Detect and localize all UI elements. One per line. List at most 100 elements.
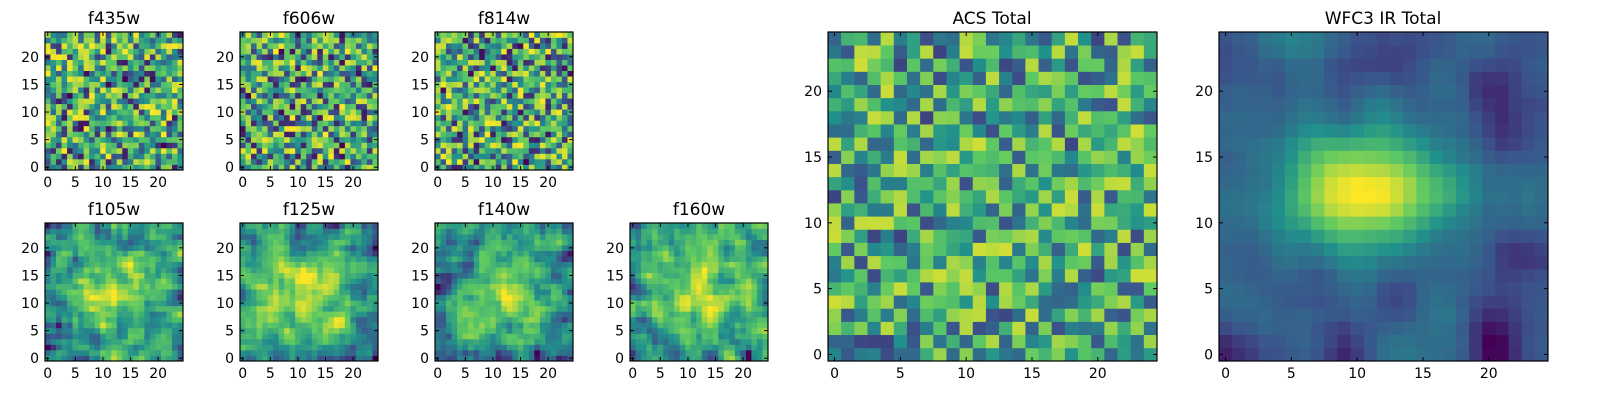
heatmap-cell bbox=[745, 256, 752, 262]
heatmap-cell bbox=[484, 120, 491, 127]
heatmap-cell bbox=[506, 65, 513, 71]
heatmap-cell bbox=[366, 322, 373, 329]
heatmap-cell bbox=[457, 311, 463, 318]
heatmap-cell bbox=[512, 81, 519, 88]
heatmap-cell bbox=[674, 333, 681, 340]
heatmap-cell bbox=[685, 250, 692, 257]
heatmap-cell bbox=[528, 272, 535, 279]
heatmap-cell bbox=[674, 294, 681, 301]
heatmap-cell bbox=[556, 70, 563, 77]
heatmap-cell bbox=[251, 311, 257, 318]
heatmap-cell bbox=[484, 239, 491, 246]
heatmap-cell bbox=[278, 316, 285, 323]
heatmap-cell bbox=[144, 109, 151, 116]
heatmap-cell bbox=[289, 92, 296, 99]
heatmap-cell bbox=[72, 239, 79, 246]
heatmap-cell bbox=[127, 322, 134, 329]
heatmap-cell bbox=[473, 305, 480, 312]
heatmap-cell bbox=[512, 228, 519, 235]
heatmap-cell bbox=[366, 261, 373, 268]
heatmap-cell bbox=[166, 267, 173, 274]
heatmap-cell bbox=[506, 153, 513, 160]
heatmap-cell bbox=[690, 267, 697, 274]
heatmap-cell bbox=[539, 294, 546, 301]
heatmap-cell bbox=[133, 267, 140, 274]
heatmap-cell bbox=[828, 203, 842, 217]
heatmap-cell bbox=[78, 327, 84, 334]
heatmap-cell bbox=[122, 305, 129, 312]
heatmap-cell bbox=[300, 164, 307, 171]
heatmap-cell bbox=[528, 87, 535, 94]
heatmap-cell bbox=[440, 70, 447, 77]
heatmap-cell bbox=[512, 294, 519, 301]
heatmap-cell bbox=[457, 239, 463, 246]
heatmap-cell bbox=[490, 158, 497, 165]
heatmap-cell bbox=[317, 305, 324, 312]
heatmap-cell bbox=[545, 114, 552, 121]
heatmap-cell bbox=[366, 311, 373, 318]
heatmap-cell bbox=[100, 125, 107, 132]
heatmap-cell bbox=[567, 250, 574, 257]
heatmap-cell bbox=[339, 300, 346, 307]
heatmap-cell bbox=[473, 278, 480, 285]
heatmap-cell bbox=[440, 81, 447, 88]
heatmap-cell bbox=[89, 43, 96, 49]
heatmap-cell bbox=[440, 272, 447, 279]
heatmap-cell bbox=[674, 322, 681, 329]
heatmap-cell bbox=[127, 278, 134, 285]
heatmap-cell bbox=[355, 322, 362, 329]
heatmap-cell bbox=[322, 289, 329, 296]
heatmap-cell bbox=[920, 163, 934, 178]
heatmap-cell bbox=[317, 300, 324, 307]
heatmap-cell bbox=[262, 164, 268, 171]
heatmap-cell bbox=[440, 153, 447, 160]
heatmap-cell bbox=[350, 142, 357, 149]
heatmap-cell bbox=[528, 327, 535, 334]
heatmap-cell bbox=[50, 92, 57, 99]
heatmap-cell bbox=[718, 234, 725, 240]
heatmap-cell bbox=[668, 300, 675, 307]
heatmap-cell bbox=[267, 48, 274, 55]
heatmap-cell bbox=[94, 125, 101, 132]
heatmap-cell bbox=[933, 242, 947, 257]
heatmap-cell bbox=[333, 294, 340, 301]
heatmap-cell bbox=[306, 158, 313, 165]
heatmap-cell bbox=[306, 131, 313, 138]
heatmap-cell bbox=[473, 142, 480, 149]
heatmap-cell bbox=[289, 43, 296, 49]
heatmap-cell bbox=[366, 333, 373, 340]
heatmap-cell bbox=[317, 142, 324, 149]
heatmap-cell bbox=[256, 136, 263, 143]
heatmap-cell bbox=[339, 322, 346, 329]
heatmap-cell bbox=[127, 92, 134, 99]
heatmap-cell bbox=[56, 103, 62, 110]
heatmap-cell bbox=[512, 234, 519, 240]
heatmap-cell bbox=[495, 65, 502, 71]
heatmap-cell bbox=[177, 98, 184, 105]
heatmap-cell bbox=[56, 338, 62, 345]
heatmap-cell bbox=[523, 261, 530, 268]
heatmap-cell bbox=[278, 59, 285, 66]
heatmap-cell bbox=[311, 228, 318, 235]
heatmap-cell bbox=[484, 76, 491, 83]
heatmap-cell bbox=[171, 103, 178, 110]
heatmap-cell bbox=[534, 70, 541, 77]
heatmap-cell bbox=[311, 300, 318, 307]
heatmap-cell bbox=[550, 327, 557, 334]
heatmap-cell bbox=[734, 234, 741, 240]
heatmap-cell bbox=[78, 92, 84, 99]
heatmap-cell bbox=[361, 250, 368, 257]
heatmap-cell bbox=[240, 92, 246, 99]
heatmap-cell bbox=[45, 239, 51, 246]
heatmap-cell bbox=[149, 48, 156, 55]
heatmap-cell bbox=[149, 261, 156, 268]
heatmap-cell bbox=[512, 103, 519, 110]
heatmap-cell bbox=[1117, 242, 1132, 257]
heatmap-cell bbox=[567, 98, 574, 105]
heatmap-cell bbox=[262, 81, 268, 88]
heatmap-cell bbox=[707, 278, 714, 285]
heatmap-cell bbox=[105, 54, 112, 60]
heatmap-cell bbox=[451, 250, 458, 257]
heatmap-cell bbox=[985, 203, 1000, 217]
heatmap-cell bbox=[300, 87, 307, 94]
